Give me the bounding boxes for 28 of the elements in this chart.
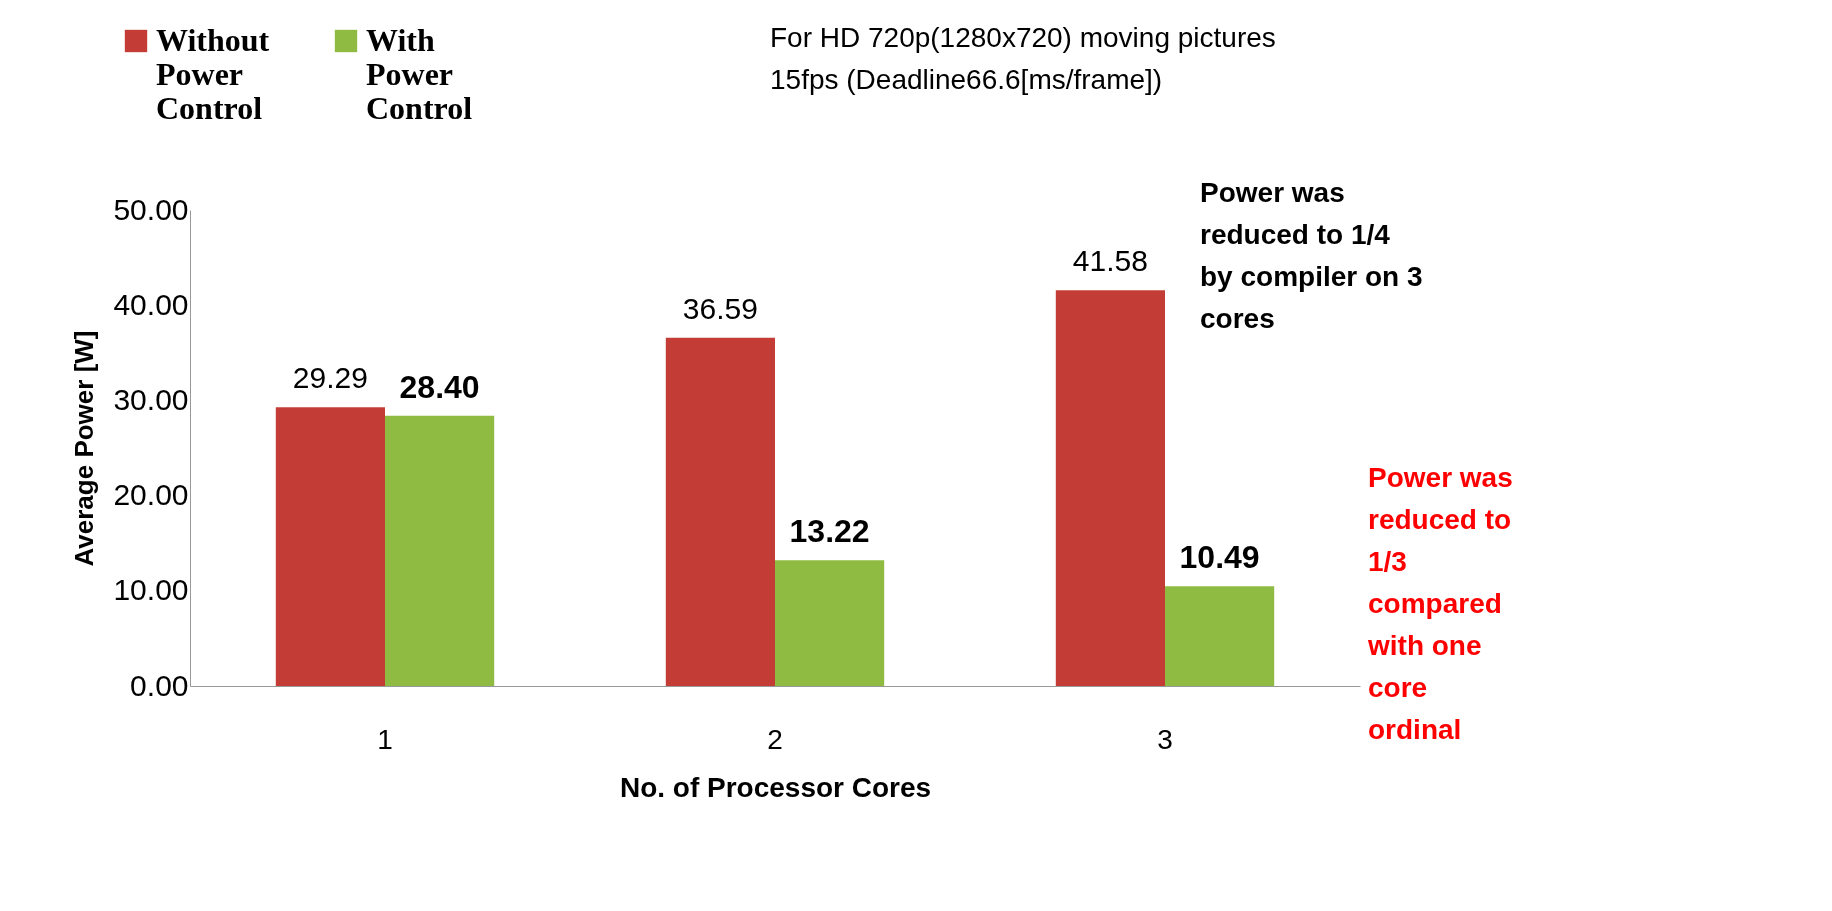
data-label: 29.29 — [292, 361, 368, 395]
y-tick-label: 30.00 — [113, 382, 189, 416]
x-tick-label: 2 — [767, 723, 783, 755]
bar — [275, 407, 385, 686]
y-tick-label: 50.00 — [113, 192, 189, 226]
text: Power was reduced to 1/3 compared with one core ordinal — [1367, 462, 1513, 745]
y-tick-label: 10.00 — [113, 573, 189, 607]
y-tick-label: 20.00 — [113, 478, 189, 512]
bar — [1165, 586, 1275, 686]
y-tick-label: 0.00 — [130, 668, 189, 702]
x-tick-label: 1 — [377, 723, 393, 755]
y-axis-title: Average Power [W] — [69, 330, 100, 567]
annotation: Power was reduced to 1/4 by compiler on 3 cores — [1200, 177, 1423, 334]
data-label: 10.49 — [1179, 539, 1260, 576]
legend-label: With Power Control — [366, 22, 473, 126]
bar — [665, 337, 775, 686]
data-label: 13.22 — [789, 513, 870, 550]
legend-label: Without Power Control — [156, 22, 270, 126]
y-tick-label: 40.00 — [113, 287, 189, 321]
x-axis-title: No. of Processor Cores — [619, 771, 932, 803]
bar — [775, 560, 885, 686]
data-label: 28.40 — [399, 368, 480, 405]
x-tick-label: 3 — [1157, 723, 1173, 755]
data-label: 36.59 — [682, 291, 758, 325]
bar — [1055, 290, 1165, 686]
text: For HD 720p(1280x720) moving pictures 15fps (Deadline66.6[ms/frame]) — [770, 22, 1276, 95]
data-label: 41.58 — [1072, 244, 1148, 278]
bar — [385, 415, 495, 686]
